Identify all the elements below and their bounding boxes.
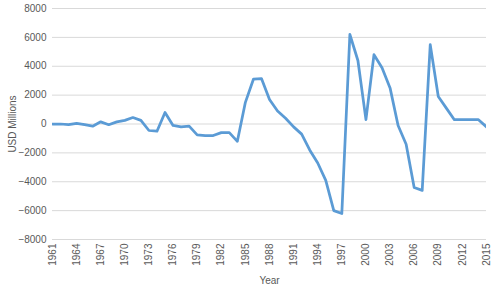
svg-text:1988: 1988 bbox=[264, 243, 275, 266]
svg-text:1982: 1982 bbox=[215, 243, 226, 266]
svg-text:2000: 2000 bbox=[24, 89, 47, 100]
svg-text:8000: 8000 bbox=[24, 3, 47, 14]
svg-text:−4000: −4000 bbox=[18, 176, 47, 187]
svg-text:1991: 1991 bbox=[288, 243, 299, 266]
svg-text:1985: 1985 bbox=[240, 243, 251, 266]
svg-text:2000: 2000 bbox=[360, 243, 371, 266]
svg-text:1973: 1973 bbox=[143, 243, 154, 266]
svg-text:2003: 2003 bbox=[384, 243, 395, 266]
svg-text:−6000: −6000 bbox=[18, 205, 47, 216]
svg-text:USD Millions: USD Millions bbox=[7, 95, 18, 152]
svg-text:−2000: −2000 bbox=[18, 147, 47, 158]
svg-text:1979: 1979 bbox=[191, 243, 202, 266]
svg-text:1964: 1964 bbox=[71, 243, 82, 266]
svg-text:6000: 6000 bbox=[24, 32, 47, 43]
svg-text:1994: 1994 bbox=[312, 243, 323, 266]
svg-text:1970: 1970 bbox=[119, 243, 130, 266]
svg-text:1997: 1997 bbox=[336, 243, 347, 266]
svg-text:Year: Year bbox=[259, 275, 280, 286]
svg-text:1961: 1961 bbox=[47, 243, 58, 266]
svg-text:2009: 2009 bbox=[432, 243, 443, 266]
svg-text:0: 0 bbox=[41, 118, 47, 129]
svg-text:2012: 2012 bbox=[457, 243, 468, 266]
svg-text:4000: 4000 bbox=[24, 60, 47, 71]
svg-text:2006: 2006 bbox=[408, 243, 419, 266]
svg-text:1967: 1967 bbox=[95, 243, 106, 266]
svg-text:1976: 1976 bbox=[167, 243, 178, 266]
svg-text:2015: 2015 bbox=[481, 243, 492, 266]
svg-text:−8000: −8000 bbox=[18, 234, 47, 245]
